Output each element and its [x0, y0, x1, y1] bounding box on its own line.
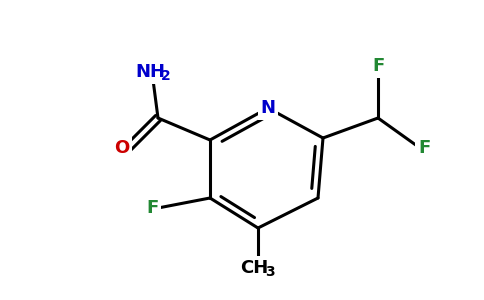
Text: F: F: [418, 139, 430, 157]
Text: N: N: [260, 99, 275, 117]
Text: NH: NH: [135, 63, 165, 81]
Text: 2: 2: [161, 69, 171, 83]
Text: CH: CH: [240, 259, 268, 277]
Text: F: F: [146, 199, 158, 217]
Text: F: F: [372, 57, 384, 75]
Text: O: O: [114, 139, 130, 157]
Text: 3: 3: [265, 265, 275, 279]
